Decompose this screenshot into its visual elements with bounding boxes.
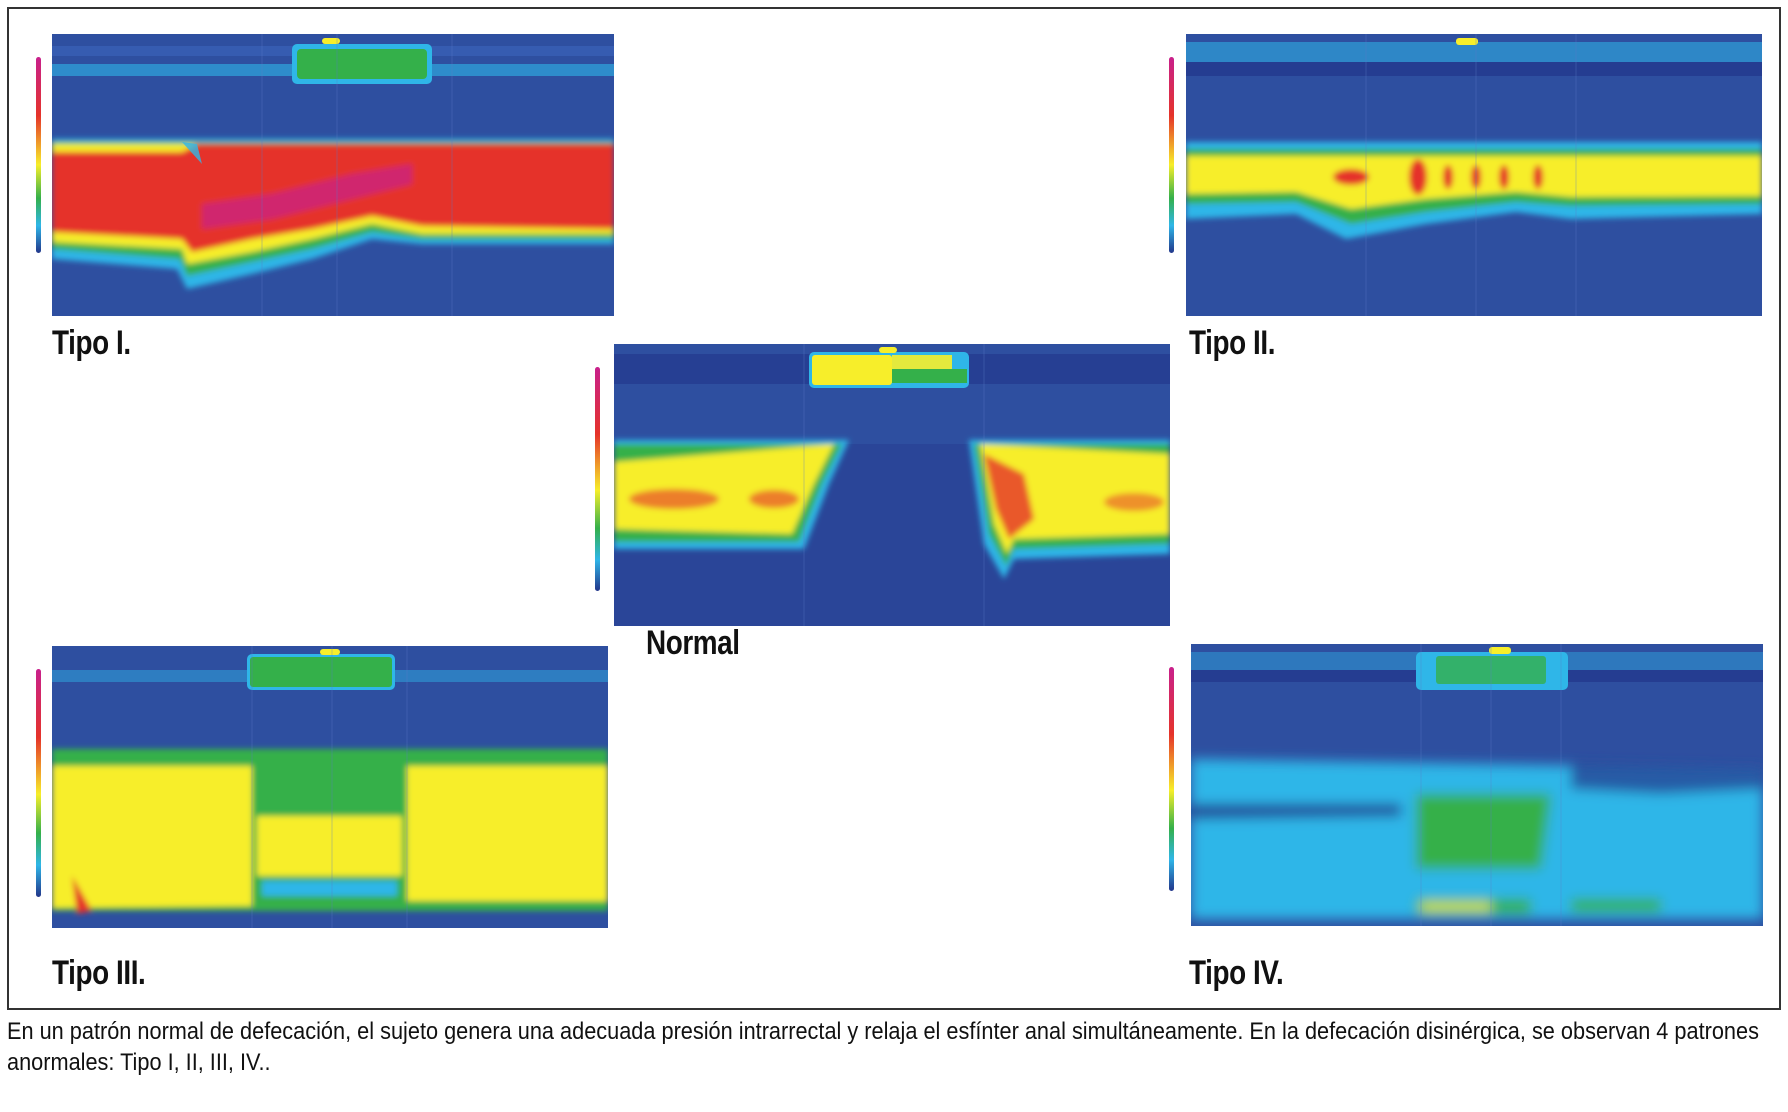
- manometry-panel-tipo2: [1186, 34, 1762, 316]
- color-scale-bar: [36, 57, 41, 253]
- panel-label-tipo2: Tipo II.: [1189, 324, 1276, 362]
- manometry-panel-tipo4: [1191, 644, 1763, 926]
- figure-caption: En un patrón normal de defecación, el su…: [7, 1018, 1759, 1076]
- color-scale-bar: [1169, 667, 1174, 891]
- color-scale-bar: [36, 669, 41, 897]
- panel-label-tipo4: Tipo IV.: [1189, 954, 1284, 992]
- manometry-panel-tipo1: [52, 34, 614, 316]
- color-scale-bar: [1169, 57, 1174, 253]
- figure-frame: Tipo I. Tip: [7, 7, 1781, 1010]
- color-scale-bar: [595, 367, 600, 591]
- manometry-panel-tipo3: [52, 646, 608, 928]
- panel-label-tipo1: Tipo I.: [52, 324, 131, 362]
- panel-label-tipo3: Tipo III.: [52, 954, 146, 992]
- panel-label-normal: Normal: [646, 624, 740, 662]
- manometry-panel-normal: [614, 344, 1170, 626]
